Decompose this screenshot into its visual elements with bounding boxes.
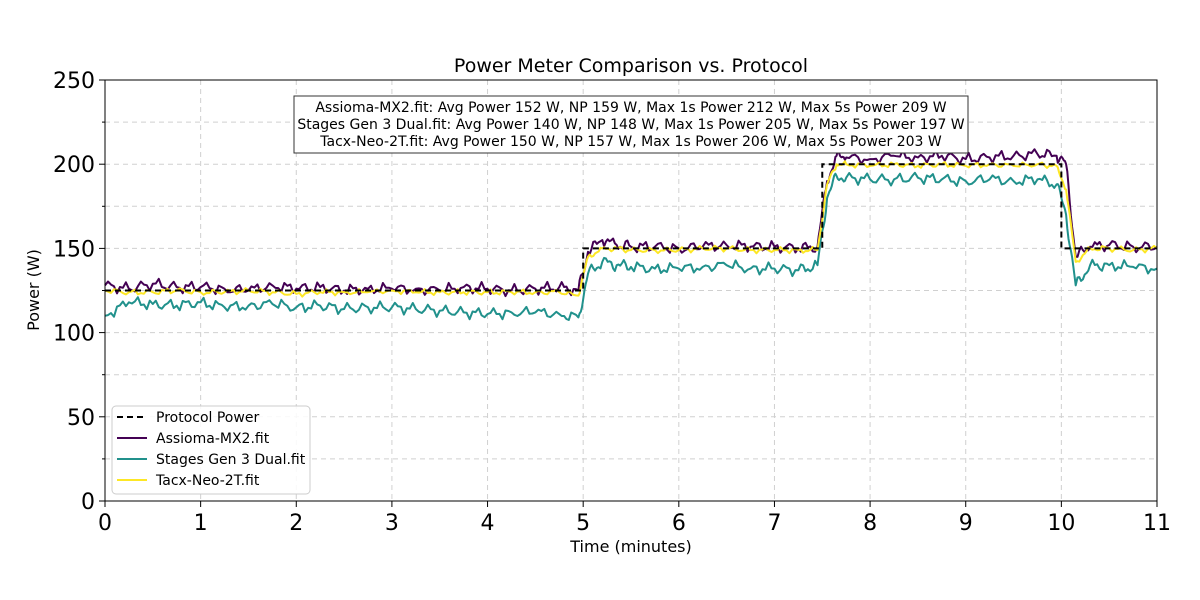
x-tick-label: 10 (1047, 511, 1075, 536)
x-tick-label: 5 (576, 511, 590, 536)
y-tick-label: 250 (53, 69, 95, 94)
stats-line-assioma: Assioma-MX2.fit: Avg Power 152 W, NP 159… (315, 100, 946, 116)
legend-frame (111, 405, 311, 495)
plot-area (104, 148, 1158, 321)
y-tick-label: 0 (81, 490, 95, 515)
x-tick-label: 2 (289, 511, 303, 536)
legend-label-assioma: Assioma-MX2.fit (156, 431, 270, 447)
axis-ticks: 0 1 2 3 4 5 6 7 8 9 10 11 0 50 100 150 200 250 (53, 69, 1171, 536)
protocol-power-line (105, 163, 1157, 292)
x-tick-label: 3 (385, 511, 399, 536)
x-tick-label: 7 (767, 511, 781, 536)
stats-line-tacx: Tacx-Neo-2T.fit: Avg Power 150 W, NP 157… (319, 134, 942, 150)
y-tick-label: 50 (67, 406, 95, 431)
chart-title: Power Meter Comparison vs. Protocol (454, 55, 808, 77)
x-tick-label: 8 (863, 511, 877, 536)
series-line-2 (104, 160, 1158, 298)
x-tick-label: 4 (481, 511, 495, 536)
x-tick-label: 9 (959, 511, 973, 536)
stats-box: Assioma-MX2.fit: Avg Power 152 W, NP 159… (293, 95, 969, 154)
legend-label-stages: Stages Gen 3 Dual.fit (156, 452, 306, 468)
series-line-1 (104, 171, 1158, 321)
stats-line-stages: Stages Gen 3 Dual.fit: Avg Power 140 W, … (297, 117, 964, 133)
legend-label-protocol: Protocol Power (156, 410, 259, 426)
x-axis-label: Time (minutes) (569, 537, 692, 556)
x-tick-label: 0 (98, 511, 112, 536)
y-tick-label: 150 (53, 237, 95, 262)
legend: Protocol Power Assioma-MX2.fit Stages Ge… (111, 405, 311, 495)
y-tick-label: 100 (53, 322, 95, 347)
x-tick-label: 11 (1143, 511, 1171, 536)
y-axis-label: Power (W) (24, 249, 43, 331)
legend-label-tacx: Tacx-Neo-2T.fit (155, 473, 260, 489)
x-tick-label: 1 (194, 511, 208, 536)
stats-box-frame (293, 95, 969, 154)
series-line-0 (104, 148, 1158, 298)
x-tick-label: 6 (672, 511, 686, 536)
y-tick-label: 200 (53, 153, 95, 178)
